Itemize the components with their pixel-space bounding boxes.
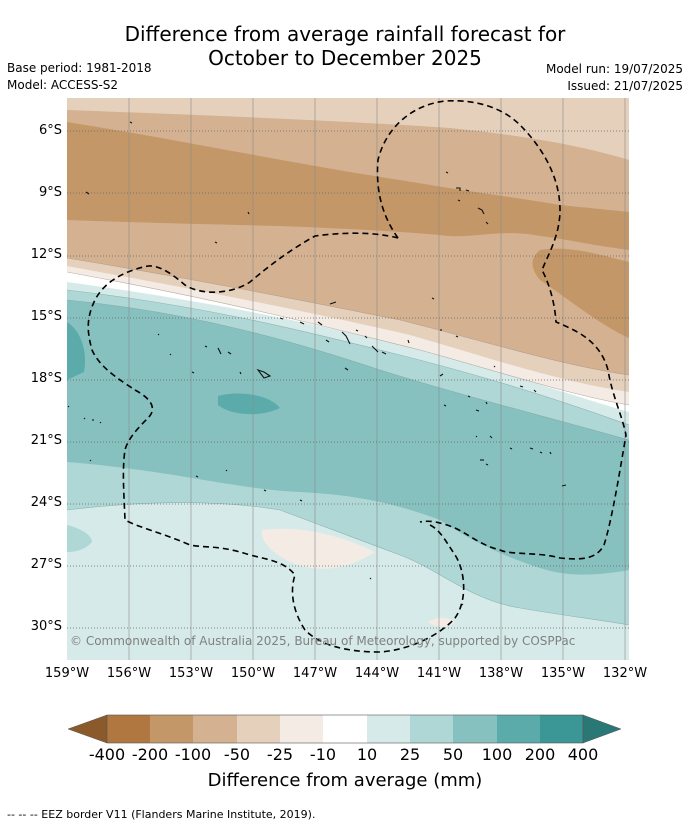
issued-date: Issued: 21/07/2025 <box>567 79 683 93</box>
lat-label: 21°S <box>30 433 62 448</box>
lat-label: 24°S <box>30 495 62 510</box>
band-pos-100b <box>218 393 280 415</box>
colorbar-tick: -100 <box>174 745 212 764</box>
lon-label: 156°W <box>106 666 152 681</box>
copyright-notice: © Commonwealth of Australia 2025, Bureau… <box>70 634 576 648</box>
colorbar-swatch-6 <box>323 715 367 743</box>
band-pos-10b <box>67 525 92 552</box>
colorbar-tick: 25 <box>399 745 421 764</box>
lon-label: 153°W <box>168 666 214 681</box>
colorbar-tick: 200 <box>524 745 556 764</box>
colorbar-label: Difference from average (mm) <box>207 770 483 791</box>
colorbar-swatch-9 <box>453 715 497 743</box>
colorbar-swatch-7 <box>367 715 410 743</box>
colorbar-tick: -10 <box>309 745 337 764</box>
colorbar-swatch-extend-high <box>582 714 622 744</box>
band-neg-100b <box>532 248 629 338</box>
colorbar-swatch-11 <box>540 715 583 743</box>
lon-label: 138°W <box>478 666 524 681</box>
lat-label: 6°S <box>38 123 62 138</box>
lon-label: 147°W <box>292 666 338 681</box>
colorbar-tick: 10 <box>356 745 378 764</box>
colorbar-tick: 100 <box>481 745 513 764</box>
model-run: Model run: 19/07/2025 <box>545 62 683 76</box>
islands <box>67 121 567 606</box>
band-pos-10c <box>182 601 265 660</box>
lon-label: 135°W <box>540 666 586 681</box>
eez-footnote: -- -- -- EEZ border V11 (Flanders Marine… <box>7 808 316 821</box>
colorbar-swatch-10 <box>497 715 540 743</box>
band-neg-100 <box>67 122 629 250</box>
band-neg-10b <box>261 528 375 569</box>
lon-label: 159°W <box>44 666 90 681</box>
colorbar-tick: -400 <box>88 745 126 764</box>
lat-label: 9°S <box>38 185 62 200</box>
colorbar-tick: -25 <box>266 745 294 764</box>
lon-label: 144°W <box>354 666 400 681</box>
title-line-1: Difference from average rainfall forecas… <box>124 22 566 46</box>
base-period: Base period: 1981-2018 <box>7 61 152 75</box>
lat-label: 12°S <box>30 247 62 262</box>
colorbar-tick: 50 <box>442 745 464 764</box>
colorbar-swatch-5 <box>280 715 323 743</box>
lat-label: 30°S <box>30 619 62 634</box>
colorbar-swatch-1 <box>107 715 150 743</box>
colorbar-swatch-extend-low <box>67 714 108 744</box>
colorbar-swatch-3 <box>193 715 237 743</box>
model-name: Model: ACCESS-S2 <box>7 78 119 92</box>
colorbar-tick: 400 <box>567 745 599 764</box>
lon-label: 132°W <box>602 666 648 681</box>
map-title: Difference from average rainfall forecas… <box>0 22 690 70</box>
band-pos-50 <box>67 300 629 575</box>
title-line-2: October to December 2025 <box>208 46 482 70</box>
band-pos-100a <box>67 322 86 380</box>
eez-borders <box>87 99 627 653</box>
lat-label: 18°S <box>30 371 62 386</box>
meta-right: Model run: 19/07/2025 Issued: 21/07/2025 <box>546 61 683 95</box>
colorbar-tick: -50 <box>223 745 251 764</box>
lon-label: 141°W <box>416 666 462 681</box>
colorbar-swatch-2 <box>150 715 193 743</box>
meta-left: Base period: 1981-2018 Model: ACCESS-S2 <box>7 60 152 94</box>
lat-label: 27°S <box>30 557 62 572</box>
colorbar-swatch-8 <box>410 715 453 743</box>
colorbar-swatch-4 <box>237 715 280 743</box>
rainfall-field <box>67 98 629 660</box>
lat-label: 15°S <box>30 309 62 324</box>
colorbar <box>67 714 622 744</box>
lon-label: 150°W <box>230 666 276 681</box>
colorbar-tick: -200 <box>131 745 169 764</box>
